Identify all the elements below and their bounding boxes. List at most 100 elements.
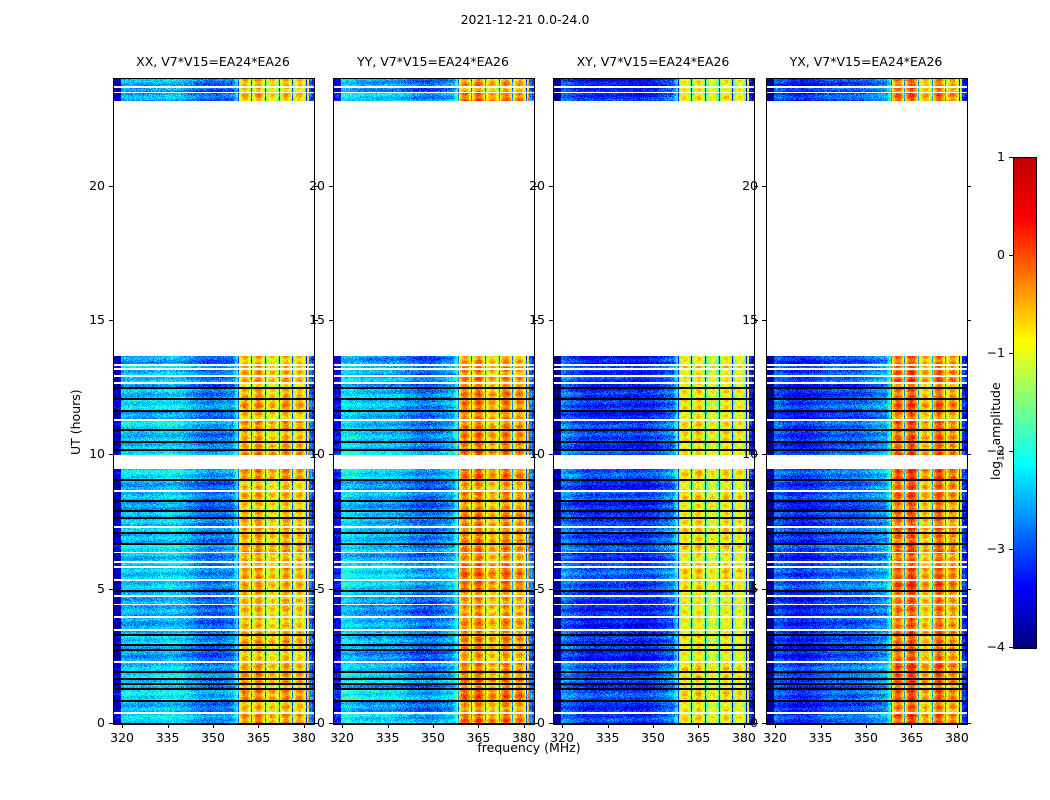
x-tickmark <box>122 724 123 728</box>
y-tickmark-right <box>314 320 318 321</box>
x-tickmark <box>342 724 343 728</box>
y-tick-label: 15 <box>309 311 325 327</box>
y-tickmark-right <box>754 320 758 321</box>
y-tickmark-right <box>967 589 971 590</box>
x-tick-label: 380 <box>511 730 536 745</box>
x-tick-label: 335 <box>808 730 833 745</box>
y-tickmark <box>762 454 766 455</box>
x-tickmark <box>562 724 563 728</box>
colorbar-tick-label: −3 <box>986 541 1005 556</box>
y-tick-label: 10 <box>742 446 758 462</box>
y-tick-label: 10 <box>89 446 105 462</box>
x-tickmark <box>258 724 259 728</box>
x-tickmark <box>168 724 169 728</box>
colorbar-tickmark <box>1009 255 1013 256</box>
y-tickmark-right <box>314 723 318 724</box>
y-tick-label: 5 <box>97 580 105 596</box>
spectrogram-yy[interactable] <box>333 78 535 725</box>
x-tickmark <box>608 724 609 728</box>
spectrogram-xx[interactable] <box>113 78 315 725</box>
y-tickmark-right <box>534 320 538 321</box>
x-tick-label: 350 <box>641 730 665 745</box>
x-tickmark <box>866 724 867 728</box>
y-tick-label: 20 <box>89 177 105 193</box>
y-tickmark <box>329 320 333 321</box>
y-tick-label: 0 <box>317 715 325 730</box>
y-tick-label: 15 <box>529 311 545 327</box>
y-tickmark <box>762 723 766 724</box>
x-tick-label: 365 <box>466 730 491 745</box>
y-tickmark-right <box>534 454 538 455</box>
y-tick-label: 15 <box>742 311 758 327</box>
x-tickmark <box>433 724 434 728</box>
y-tickmark-right <box>754 723 758 724</box>
colorbar-tickmark <box>1009 353 1013 354</box>
x-tick-label: 380 <box>731 730 756 745</box>
y-tick-label: 10 <box>529 446 545 462</box>
colorbar-tick-label: 0 <box>997 247 1005 262</box>
y-tickmark-right <box>314 454 318 455</box>
y-tickmark <box>549 186 553 187</box>
colorbar-tickmark <box>1009 647 1013 648</box>
spectrogram-xy[interactable] <box>553 78 755 725</box>
panel-title-xx: XX, V7*V15=EA24*EA26 <box>136 54 290 69</box>
x-tickmark <box>213 724 214 728</box>
y-tick-label: 15 <box>89 311 105 327</box>
y-tickmark <box>762 186 766 187</box>
panel-title-yy: YY, V7*V15=EA24*EA26 <box>357 54 509 69</box>
colorbar-tickmark <box>1009 549 1013 550</box>
x-tick-label: 335 <box>375 730 400 745</box>
y-tickmark-right <box>754 454 758 455</box>
spectrogram-canvas-yx <box>767 79 967 724</box>
y-tickmark <box>329 723 333 724</box>
x-tick-label: 380 <box>291 730 316 745</box>
panel-title-xy: XY, V7*V15=EA24*EA26 <box>576 54 730 69</box>
x-tick-label: 365 <box>246 730 271 745</box>
y-tick-label: 20 <box>529 177 545 193</box>
y-tickmark <box>549 723 553 724</box>
y-tickmark <box>549 320 553 321</box>
y-tickmark-right <box>967 186 971 187</box>
colorbar-tick-label: 1 <box>997 149 1005 164</box>
y-tickmark <box>549 589 553 590</box>
x-tickmark <box>524 724 525 728</box>
y-tickmark <box>109 186 113 187</box>
x-tick-label: 320 <box>330 730 354 745</box>
y-tick-label: 0 <box>97 715 105 730</box>
y-tickmark-right <box>967 723 971 724</box>
y-tick-label: 5 <box>750 580 758 596</box>
y-tick-label: 5 <box>317 580 325 596</box>
x-tickmark <box>304 724 305 728</box>
x-tickmark <box>821 724 822 728</box>
spectrogram-yx[interactable] <box>766 78 968 725</box>
y-tickmark-right <box>754 589 758 590</box>
x-tick-label: 320 <box>550 730 574 745</box>
y-tickmark-right <box>314 589 318 590</box>
x-tickmark <box>698 724 699 728</box>
colorbar-tick-label: −1 <box>986 345 1005 360</box>
spectrogram-canvas-xx <box>114 79 314 724</box>
x-tick-label: 320 <box>763 730 787 745</box>
x-tick-label: 350 <box>421 730 445 745</box>
y-tickmark-right <box>967 320 971 321</box>
colorbar-tick-label: −4 <box>986 639 1005 654</box>
y-tickmark <box>549 454 553 455</box>
y-tickmark-right <box>534 723 538 724</box>
x-tick-label: 350 <box>201 730 225 745</box>
colorbar-label: log10 amplitude <box>988 382 1007 480</box>
x-tick-label: 380 <box>944 730 969 745</box>
y-tickmark <box>762 589 766 590</box>
figure-title: 2021-12-21 0.0-24.0 <box>460 12 590 27</box>
y-tickmark <box>329 186 333 187</box>
colorbar-tick-label: −2 <box>986 443 1005 458</box>
y-tick-label: 0 <box>750 715 758 730</box>
panel-title-yx: YX, V7*V15=EA24*EA26 <box>789 54 943 69</box>
spectrogram-canvas-xy <box>554 79 754 724</box>
x-tick-label: 365 <box>899 730 924 745</box>
colorbar <box>1013 157 1037 649</box>
x-tick-label: 335 <box>155 730 180 745</box>
y-tickmark <box>109 454 113 455</box>
y-tickmark <box>109 320 113 321</box>
x-tick-label: 365 <box>686 730 711 745</box>
y-tick-label: 20 <box>742 177 758 193</box>
